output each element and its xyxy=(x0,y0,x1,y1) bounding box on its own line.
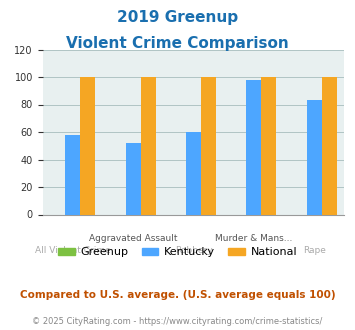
Text: Violent Crime Comparison: Violent Crime Comparison xyxy=(66,36,289,51)
Text: All Violent Crime: All Violent Crime xyxy=(35,247,111,255)
Bar xyxy=(80,77,95,214)
Legend: Greenup, Kentucky, National: Greenup, Kentucky, National xyxy=(54,243,301,262)
Bar xyxy=(201,77,216,214)
Text: 2019 Greenup: 2019 Greenup xyxy=(117,10,238,25)
Bar xyxy=(322,77,337,214)
Bar xyxy=(307,100,322,214)
Bar xyxy=(246,80,261,214)
Text: Murder & Mans...: Murder & Mans... xyxy=(215,234,293,243)
Text: © 2025 CityRating.com - https://www.cityrating.com/crime-statistics/: © 2025 CityRating.com - https://www.city… xyxy=(32,317,323,326)
Bar xyxy=(186,132,201,214)
Text: Robbery: Robbery xyxy=(175,247,212,255)
Text: Aggravated Assault: Aggravated Assault xyxy=(89,234,178,243)
Bar xyxy=(65,135,80,214)
Text: Rape: Rape xyxy=(303,247,326,255)
Bar xyxy=(141,77,156,214)
Text: Compared to U.S. average. (U.S. average equals 100): Compared to U.S. average. (U.S. average … xyxy=(20,290,335,300)
Bar xyxy=(261,77,277,214)
Bar xyxy=(126,143,141,214)
